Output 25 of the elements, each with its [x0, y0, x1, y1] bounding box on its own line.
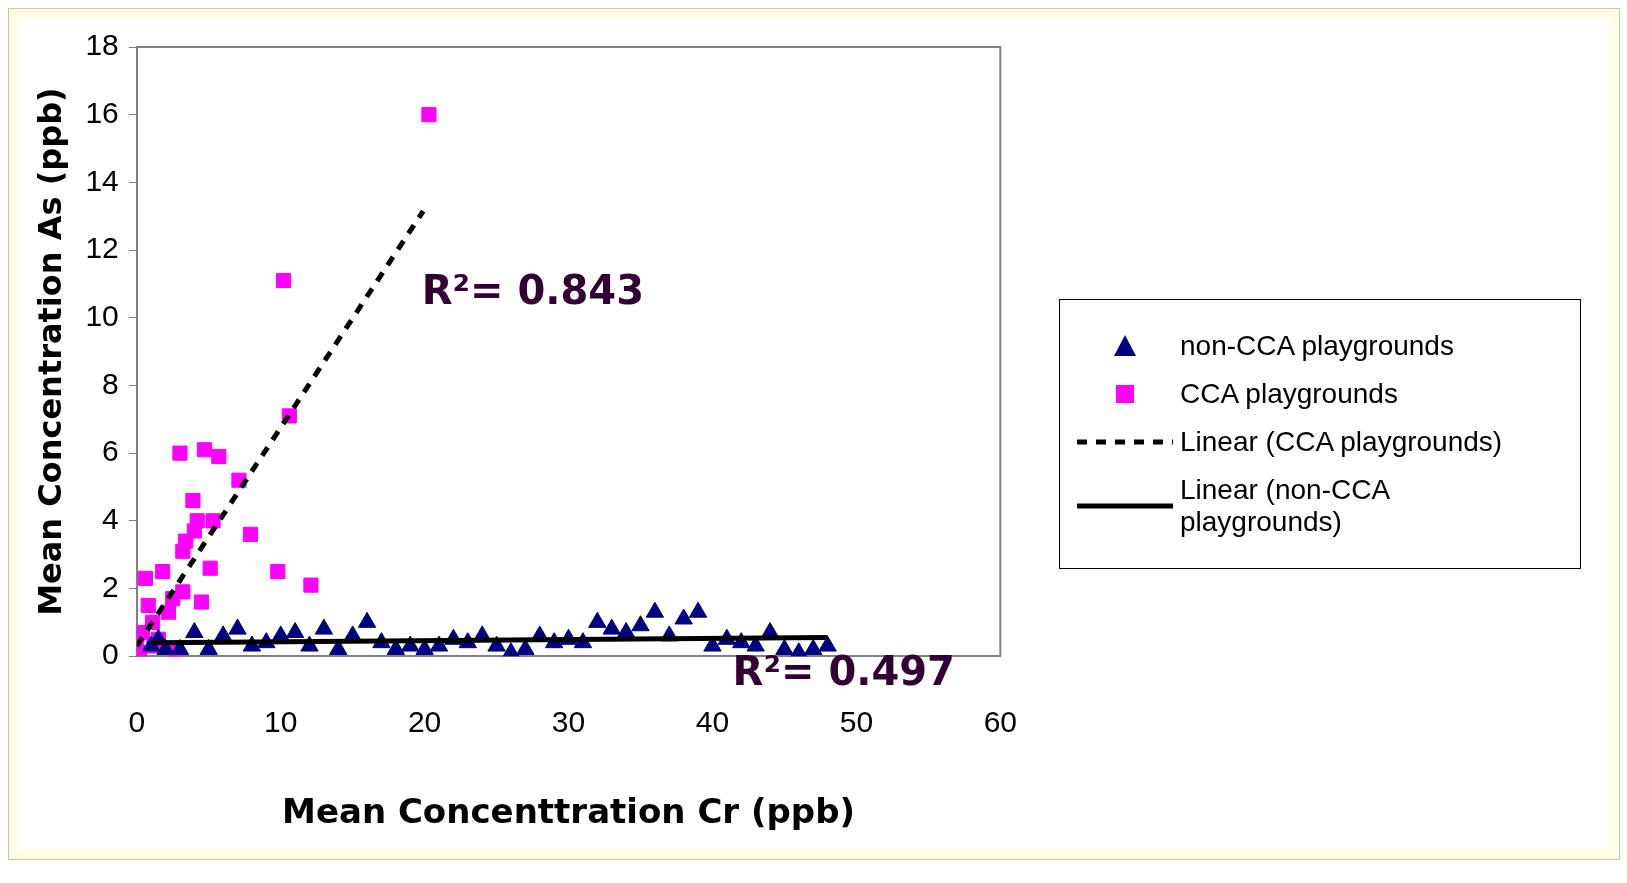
- legend-label: non-CCA playgrounds: [1180, 330, 1455, 362]
- y-tick-label: 4: [102, 502, 119, 536]
- annotation: R²= 0.497: [732, 647, 955, 694]
- y-tick-label: 18: [85, 28, 119, 62]
- annotation: R²= 0.843: [421, 267, 645, 314]
- y-axis-title: Mean Concentration As (ppb): [30, 87, 69, 616]
- y-tick-label: 16: [85, 95, 119, 129]
- y-tick-label: 10: [85, 299, 119, 333]
- legend-label: Linear (CCA playgrounds): [1180, 426, 1504, 458]
- y-tick-label: 2: [102, 569, 119, 603]
- x-tick-label: 60: [983, 705, 1017, 739]
- legend-label: Linear (non-CCA playgrounds): [1180, 474, 1391, 538]
- x-tick-label: 0: [128, 705, 146, 739]
- x-tick-label: 30: [551, 705, 586, 739]
- y-tick-label: 8: [102, 366, 119, 400]
- x-tick-label: 20: [407, 705, 442, 739]
- y-tick-label: 6: [102, 434, 119, 468]
- x-tick-label: 50: [839, 705, 874, 739]
- y-tick-label: 14: [85, 163, 119, 197]
- legend-label: CCA playgrounds: [1180, 378, 1399, 410]
- y-tick-label: 12: [85, 231, 119, 265]
- x-axis-title: Mean Concenttration Cr (ppb): [282, 791, 856, 832]
- x-tick-label: 40: [695, 705, 730, 739]
- y-tick-label: 0: [102, 637, 119, 671]
- x-tick-label: 10: [264, 705, 298, 739]
